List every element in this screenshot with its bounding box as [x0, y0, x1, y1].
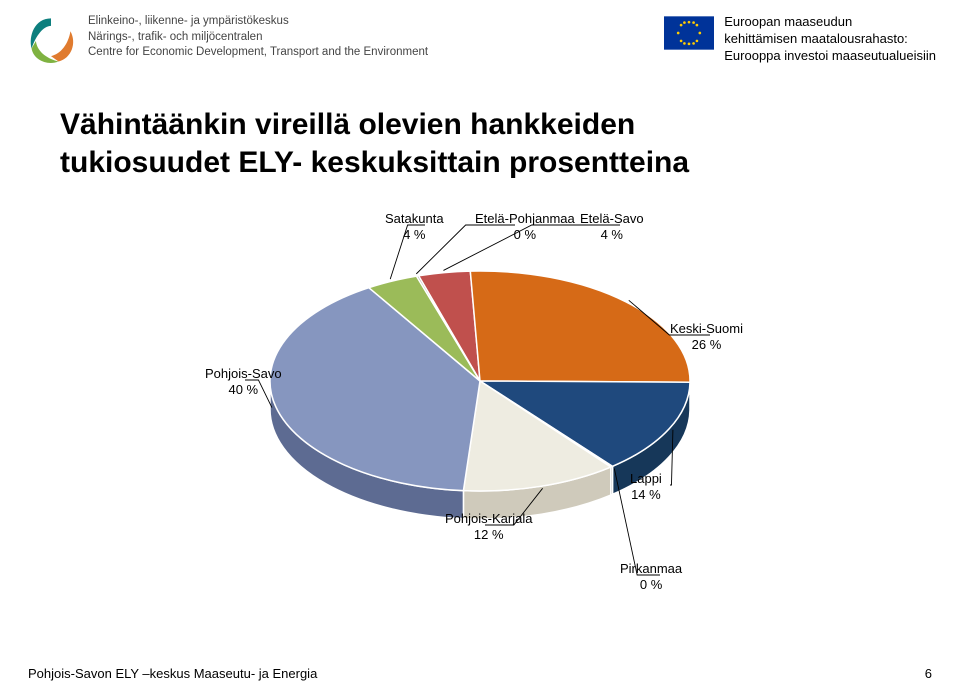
eu-text-line: Eurooppa investoi maaseutualueisiin — [724, 48, 936, 65]
ely-logo — [24, 14, 78, 68]
pie-slice-label-name: Etelä-Savo — [580, 211, 644, 227]
pie-slice-label: Etelä-Savo4 % — [580, 211, 644, 244]
eu-text-line: kehittämisen maatalousrahasto: — [724, 31, 936, 48]
footer-left: Pohjois-Savon ELY –keskus Maaseutu- ja E… — [28, 666, 317, 681]
pie-slice-label-name: Lappi — [630, 471, 662, 487]
pie-slice-label-pct: 4 % — [580, 227, 644, 243]
page-title: Vähintäänkin vireillä olevien hankkeiden… — [60, 106, 960, 181]
pie-slice-label-pct: 14 % — [630, 487, 662, 503]
org-name-sv: Närings-, trafik- och miljöcentralen — [88, 30, 428, 46]
eu-text-line: Euroopan maaseudun — [724, 14, 936, 31]
pie-chart: Etelä-Savo4 %Keski-Suomi26 %Lappi14 %Pir… — [170, 211, 790, 591]
pie-slice-label-pct: 0 % — [620, 577, 682, 593]
pie-slice-label: Satakunta4 % — [385, 211, 444, 244]
pie-slice-label: Keski-Suomi26 % — [670, 321, 743, 354]
pie-slice-label: Lappi14 % — [630, 471, 662, 504]
pie-slice-label: Etelä-Pohjanmaa0 % — [475, 211, 575, 244]
org-names: Elinkeino-, liikenne- ja ympäristökeskus… — [88, 14, 428, 61]
pie-slice-label-pct: 0 % — [475, 227, 575, 243]
pie-slice-label: Pirkanmaa0 % — [620, 561, 682, 594]
pie-slice-label: Pohjois-Savo40 % — [205, 366, 282, 399]
pie-slice-label: Pohjois-Karjala12 % — [445, 511, 532, 544]
org-name-fi: Elinkeino-, liikenne- ja ympäristökeskus — [88, 14, 428, 30]
pie-slice-label-pct: 26 % — [670, 337, 743, 353]
title-line: tukiosuudet ELY- keskuksittain prosentte… — [60, 144, 960, 182]
footer: Pohjois-Savon ELY –keskus Maaseutu- ja E… — [28, 666, 932, 681]
pie-slice-label-name: Keski-Suomi — [670, 321, 743, 337]
pie-slice-label-pct: 12 % — [445, 527, 532, 543]
pie-slice-label-name: Satakunta — [385, 211, 444, 227]
header-right: Euroopan maaseudun kehittämisen maatalou… — [664, 14, 936, 68]
org-name-en: Centre for Economic Development, Transpo… — [88, 45, 428, 61]
pie-slice-label-name: Pohjois-Karjala — [445, 511, 532, 527]
footer-page-number: 6 — [925, 666, 932, 681]
pie-slice-label-name: Pohjois-Savo — [205, 366, 282, 382]
header-left: Elinkeino-, liikenne- ja ympäristökeskus… — [24, 14, 428, 68]
pie-slice-label-pct: 4 % — [385, 227, 444, 243]
pie-slice-label-name: Etelä-Pohjanmaa — [475, 211, 575, 227]
pie-slice-label-pct: 40 % — [205, 382, 282, 398]
eu-fund-text: Euroopan maaseudun kehittämisen maatalou… — [724, 14, 936, 65]
pie-slice-label-name: Pirkanmaa — [620, 561, 682, 577]
eu-flag-icon — [664, 16, 714, 50]
pie-slice — [470, 271, 690, 382]
title-line: Vähintäänkin vireillä olevien hankkeiden — [60, 106, 960, 144]
